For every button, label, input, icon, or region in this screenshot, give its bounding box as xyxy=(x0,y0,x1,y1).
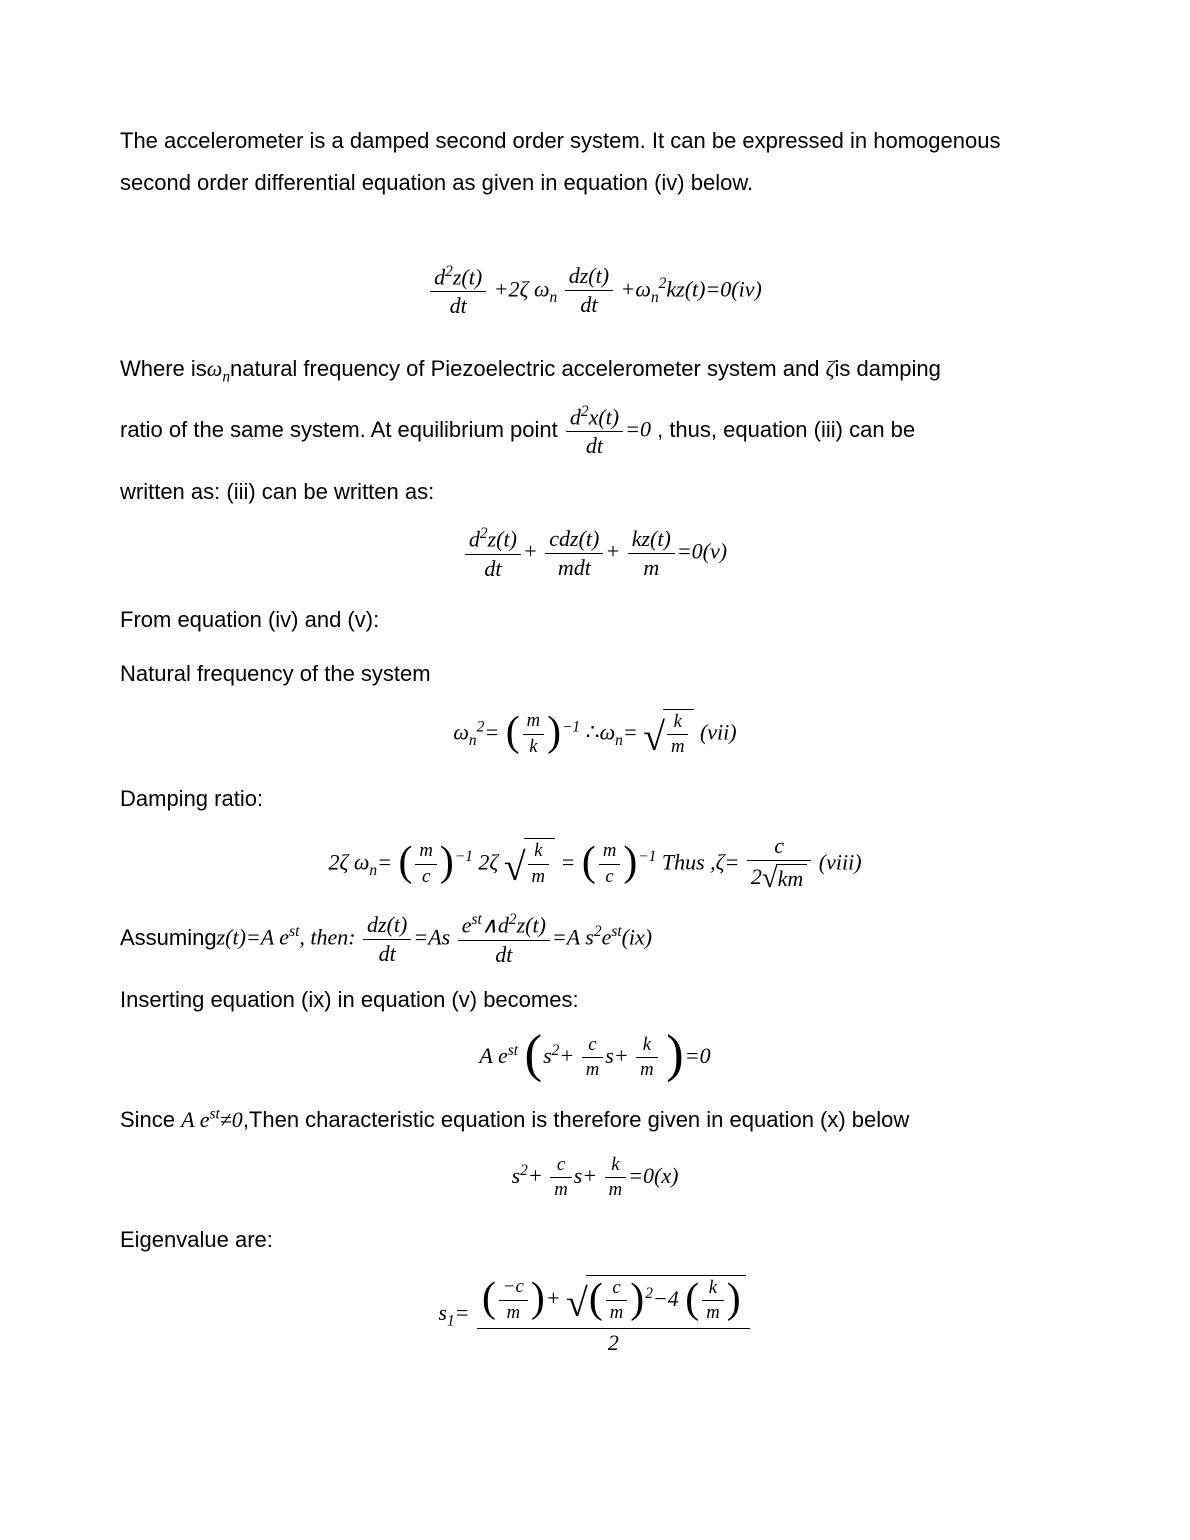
text: , thus, equation (iii) can be xyxy=(657,417,915,442)
equation-after-ix: A est (s2+ cms+ km )=0 xyxy=(120,1035,1070,1081)
equation-vii: ωn2= (mk)−1 ∴ωn= √km (vii) xyxy=(120,709,1070,760)
document-page: The accelerometer is a damped second ord… xyxy=(120,120,1070,1355)
paragraph-nat-freq: Natural frequency of the system xyxy=(120,653,1070,695)
equation-ix: z(t)=A est, then: dz(t) dt =As est∧d2z(t… xyxy=(217,912,653,967)
text: is damping xyxy=(834,356,940,381)
text: Assuming xyxy=(120,926,217,951)
text: ratio of the same system. At equilibrium… xyxy=(120,417,564,442)
text: natural frequency of Piezoelectric accel… xyxy=(230,356,826,381)
text: ,Then characteristic equation is therefo… xyxy=(243,1107,909,1132)
inline-eq-d2x: d2x(t) dt =0 xyxy=(564,404,651,459)
paragraph-damping: Damping ratio: xyxy=(120,778,1070,820)
paragraph-inserting: Inserting equation (ix) in equation (v) … xyxy=(120,979,1070,1021)
inline-Aest: A est≠0 xyxy=(181,1107,243,1132)
equation-v: d2z(t) dt + cdz(t) mdt + kz(t) m =0(v) xyxy=(120,526,1070,581)
paragraph-from-eq: From equation (iv) and (v): xyxy=(120,599,1070,641)
text: Where is xyxy=(120,356,207,381)
paragraph-intro: The accelerometer is a damped second ord… xyxy=(120,120,1070,204)
paragraph-written-as: written as: (iii) can be written as: xyxy=(120,471,1070,513)
paragraph-eigenvalue: Eigenvalue are: xyxy=(120,1219,1070,1261)
equation-viii: 2ζ ωn= (mc)−1 2ζ √km = (mc)−1 Thus ,ζ= c… xyxy=(120,834,1070,895)
equation-iv: d2z(t) dt +2ζ ωn dz(t) dt +ωn2kz(t)=0(iv… xyxy=(120,264,1070,319)
equation-x: s2+ cms+ km=0(x) xyxy=(120,1155,1070,1201)
paragraph-since: Since A est≠0,Then characteristic equati… xyxy=(120,1099,1070,1141)
paragraph-where: Where isωnnatural frequency of Piezoelec… xyxy=(120,348,1070,392)
paragraph-equilibrium: ratio of the same system. At equilibrium… xyxy=(120,404,1070,459)
text: Since xyxy=(120,1107,181,1132)
omega-n-inline: ωn xyxy=(207,356,230,381)
paragraph-assuming: Assuming z(t)=A est, then: dz(t) dt =As … xyxy=(120,912,1070,967)
equation-s1: s1= (−cm)+ √ (cm)2−4 (km) 2 xyxy=(120,1275,1070,1355)
